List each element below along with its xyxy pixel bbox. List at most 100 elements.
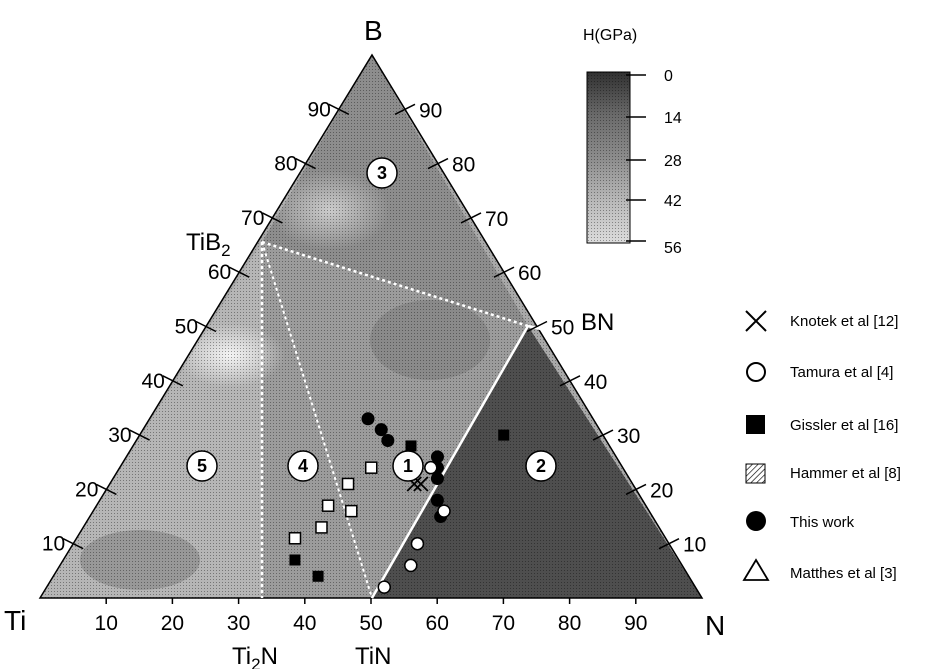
tick-label-right-6: 40 bbox=[584, 371, 607, 394]
tick-label-bottom-3: 30 bbox=[227, 612, 250, 635]
tick-label-bottom-8: 80 bbox=[558, 612, 581, 635]
compound-label-ti2n: Ti2N bbox=[232, 643, 278, 669]
axis-tick-labels: 10 10 90 20 20 80 30 30 70 40 40 60 50 50 50 60 60 40 70 70… bbox=[42, 98, 707, 635]
tick-label-bottom-9: 90 bbox=[624, 612, 647, 635]
corner-label-right: N bbox=[705, 610, 725, 641]
legend-marker-square-hatched bbox=[745, 463, 766, 484]
legend-label-matthes: Matthes et al [3] bbox=[790, 565, 897, 582]
svg-text:3: 3 bbox=[377, 163, 387, 183]
tick-left-6 bbox=[228, 266, 250, 278]
point-circle-open-1 bbox=[437, 504, 451, 518]
tick-left-5 bbox=[195, 320, 217, 333]
tick-right-5 bbox=[526, 320, 548, 333]
legend-label-gissler: Gissler et al [16] bbox=[790, 417, 898, 434]
compound-label-tin: TiN bbox=[355, 643, 391, 669]
tick-label-bottom-6: 60 bbox=[426, 612, 449, 635]
tick-label-right-2: 80 bbox=[452, 154, 475, 177]
tick-label-bottom-2: 20 bbox=[161, 612, 184, 635]
legend-marker-x bbox=[745, 310, 767, 332]
tick-left-9 bbox=[328, 103, 350, 115]
axis-ticks bbox=[62, 103, 680, 604]
legend-marker-triangle-open bbox=[742, 558, 770, 581]
tick-label-bottom-5: 50 bbox=[359, 612, 382, 635]
tick-label-right-3: 70 bbox=[485, 208, 508, 231]
tick-left-1 bbox=[62, 538, 84, 550]
tick-right-7 bbox=[592, 429, 614, 441]
tick-label-bottom-4: 40 bbox=[293, 612, 316, 635]
corner-label-top: B bbox=[364, 15, 383, 46]
tick-label-left-6: 60 bbox=[208, 261, 231, 284]
svg-text:2: 2 bbox=[536, 456, 546, 476]
tick-right-8 bbox=[625, 483, 647, 496]
svg-text:4: 4 bbox=[298, 456, 308, 476]
tick-left-3 bbox=[129, 429, 150, 441]
region-label-1: 1 bbox=[392, 450, 424, 482]
svg-text:5: 5 bbox=[197, 456, 207, 476]
point-square-filled-1 bbox=[498, 429, 510, 441]
point-circle-filled-0 bbox=[361, 412, 375, 426]
point-square-hatched-2 bbox=[321, 499, 335, 512]
tick-label-left-9: 90 bbox=[307, 98, 330, 121]
point-circle-open-0 bbox=[424, 460, 438, 475]
tick-label-bottom-1: 10 bbox=[95, 612, 118, 635]
point-circle-open-2 bbox=[410, 536, 425, 551]
tick-label-left-5: 50 bbox=[175, 316, 198, 339]
tick-label-right-8: 20 bbox=[650, 479, 673, 502]
point-square-hatched-0 bbox=[364, 461, 378, 474]
legend-label-tamura: Tamura et al [4] bbox=[790, 364, 893, 381]
tick-label-right-4: 60 bbox=[518, 262, 541, 285]
tick-label-right-5: 50 bbox=[551, 317, 574, 340]
tick-right-9 bbox=[658, 538, 680, 550]
point-square-filled-3 bbox=[289, 554, 301, 566]
colorbar-tick-0: 0 bbox=[664, 68, 673, 85]
tick-label-right-1: 90 bbox=[419, 99, 442, 122]
tick-label-left-3: 30 bbox=[108, 424, 131, 447]
tick-right-6 bbox=[559, 375, 581, 387]
colorbar-title: H(GPa) bbox=[583, 27, 637, 44]
tick-right-4 bbox=[493, 266, 515, 278]
compound-label-bn: BN bbox=[581, 309, 614, 336]
region-label-4: 4 bbox=[287, 450, 319, 482]
region-label-3: 3 bbox=[366, 157, 398, 189]
colorbar-tick-42: 42 bbox=[664, 193, 682, 210]
legend-label-hammer: Hammer et al [8] bbox=[790, 465, 901, 482]
point-square-filled-4 bbox=[312, 570, 324, 582]
legend: Knotek et al [12] Tamura et al [4] Gissl… bbox=[742, 310, 901, 582]
tick-left-4 bbox=[162, 375, 184, 387]
tick-label-right-7: 30 bbox=[617, 425, 640, 448]
tick-label-left-1: 10 bbox=[42, 533, 65, 556]
tick-label-right-9: 10 bbox=[683, 534, 706, 557]
legend-marker-square-filled bbox=[746, 415, 765, 434]
corner-label-left: Ti bbox=[4, 605, 26, 636]
region-label-2: 2 bbox=[525, 450, 557, 482]
colorbar: H(GPa) 0 14 28 42 56 bbox=[583, 27, 682, 257]
tick-label-bottom-7: 70 bbox=[492, 612, 515, 635]
point-square-filled-0 bbox=[405, 440, 417, 452]
tick-label-left-8: 80 bbox=[274, 153, 297, 176]
tick-right-2 bbox=[427, 157, 449, 170]
point-square-hatched-4 bbox=[315, 521, 328, 534]
point-circle-filled-3 bbox=[430, 450, 444, 464]
point-circle-filled-2 bbox=[381, 434, 395, 448]
tick-left-2 bbox=[96, 483, 117, 496]
point-circle-filled-6 bbox=[430, 493, 444, 507]
region-label-5: 5 bbox=[186, 450, 218, 482]
legend-label-this-work: This work bbox=[790, 514, 855, 531]
point-circle-open-3 bbox=[404, 558, 418, 573]
colorbar-tick-14: 14 bbox=[664, 110, 682, 127]
tick-right-3 bbox=[460, 212, 482, 224]
point-circle-open-4 bbox=[377, 580, 392, 594]
point-square-hatched-5 bbox=[288, 532, 302, 545]
tick-label-left-7: 70 bbox=[241, 207, 264, 230]
legend-marker-circle-filled bbox=[746, 511, 766, 531]
tick-left-7 bbox=[262, 212, 283, 224]
point-circle-filled-1 bbox=[374, 423, 388, 437]
legend-marker-circle-open bbox=[746, 362, 766, 382]
tick-right-1 bbox=[394, 103, 416, 115]
point-square-hatched-3 bbox=[345, 504, 358, 518]
point-square-hatched-1 bbox=[341, 477, 355, 491]
colorbar-tick-28: 28 bbox=[664, 153, 682, 170]
svg-text:1: 1 bbox=[403, 456, 413, 476]
